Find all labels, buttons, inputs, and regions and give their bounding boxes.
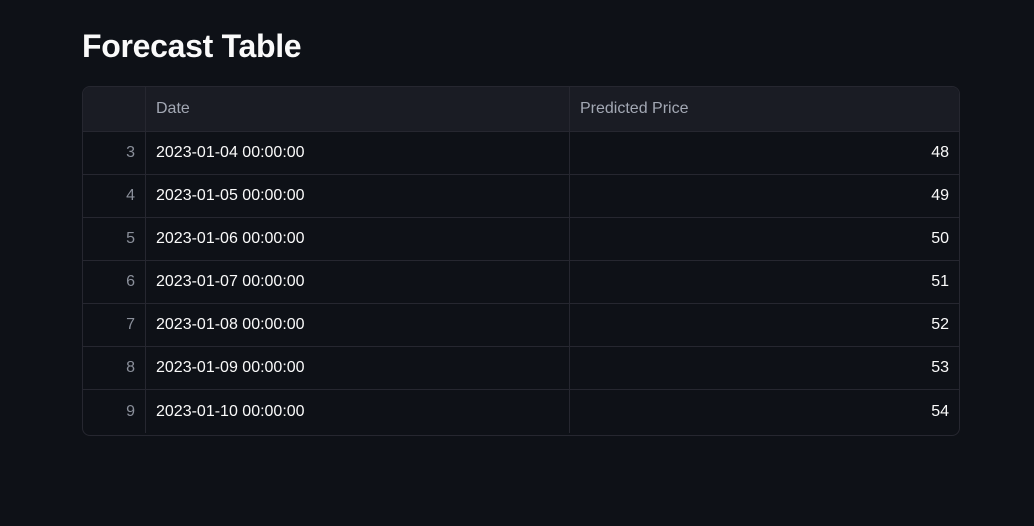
page-title: Forecast Table: [82, 28, 302, 64]
date-cell[interactable]: 2023-01-04 00:00:00: [146, 132, 570, 175]
date-cell[interactable]: 2023-01-07 00:00:00: [146, 261, 570, 304]
predicted-price-cell[interactable]: 52: [570, 304, 959, 347]
row-index-cell[interactable]: 4: [83, 175, 146, 218]
row-index-cell[interactable]: 8: [83, 347, 146, 390]
date-cell[interactable]: 2023-01-08 00:00:00: [146, 304, 570, 347]
predicted-price-cell[interactable]: 54: [931, 402, 949, 420]
date-cell[interactable]: 2023-01-06 00:00:00: [146, 218, 570, 261]
index-column-header[interactable]: [83, 87, 146, 132]
row-index-cell[interactable]: 9: [83, 390, 146, 433]
predicted-price-cell[interactable]: 51: [570, 261, 959, 304]
date-column-header[interactable]: Date: [146, 87, 570, 132]
row-index-cell[interactable]: 3: [83, 132, 146, 175]
predicted-price-cell[interactable]: 50: [570, 218, 959, 261]
predicted-price-cell[interactable]: 48: [570, 132, 959, 175]
date-cell[interactable]: 2023-01-05 00:00:00: [146, 175, 570, 218]
predicted-price-cell[interactable]: 53: [570, 347, 959, 390]
predicted-price-cell[interactable]: 49: [570, 175, 959, 218]
row-index-cell[interactable]: 7: [83, 304, 146, 347]
date-cell[interactable]: 2023-01-10 00:00:00: [146, 390, 570, 433]
row-index-cell[interactable]: 6: [83, 261, 146, 304]
forecast-table-grid: Date Predicted Price 3 2023-01-04 00:00:…: [83, 87, 959, 433]
row-index-cell[interactable]: 5: [83, 218, 146, 261]
forecast-dataframe[interactable]: Date Predicted Price 3 2023-01-04 00:00:…: [82, 86, 960, 436]
predicted-price-column-header[interactable]: Predicted Price: [570, 87, 959, 132]
date-cell[interactable]: 2023-01-09 00:00:00: [146, 347, 570, 390]
